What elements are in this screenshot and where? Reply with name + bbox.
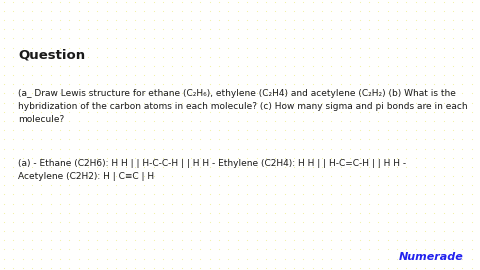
Text: Numerade: Numerade <box>398 252 463 262</box>
Text: (a_ Draw Lewis structure for ethane (C₂H₆), ethylene (C₂H4) and acetylene (C₂H₂): (a_ Draw Lewis structure for ethane (C₂H… <box>18 89 468 124</box>
Text: (a) - Ethane (C2H6): H H | | H-C-C-H | | H H - Ethylene (C2H4): H H | | H-C=C-H : (a) - Ethane (C2H6): H H | | H-C-C-H | |… <box>18 159 407 181</box>
Text: Question: Question <box>18 49 85 62</box>
